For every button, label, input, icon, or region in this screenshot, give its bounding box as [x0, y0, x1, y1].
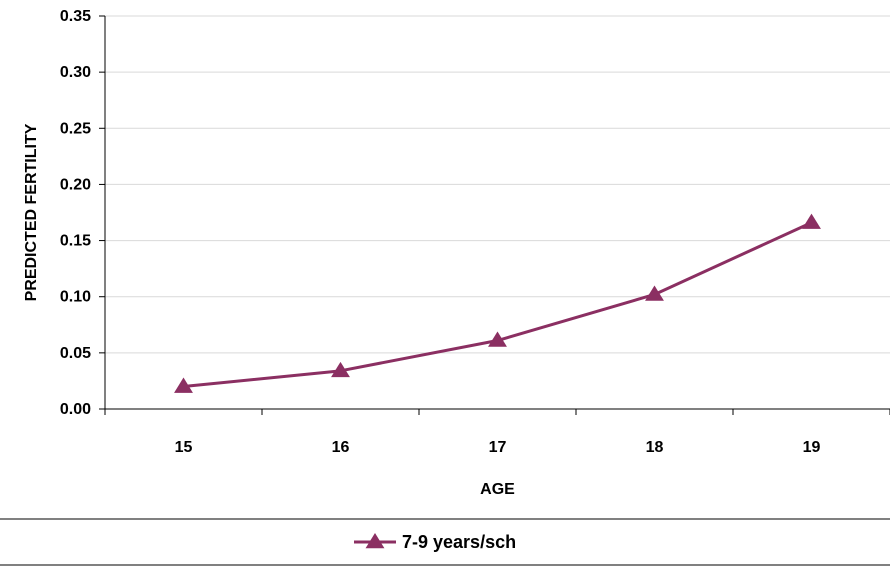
y-tick-label-0.05: 0.05: [60, 345, 91, 362]
y-tick-label-0.30: 0.30: [60, 64, 91, 81]
data-point-19: [802, 213, 821, 229]
y-tick-label-0.20: 0.20: [60, 176, 91, 193]
y-tick-labels: 0.00 0.05 0.10 0.15 0.20 0.25 0.30 0.35: [60, 8, 105, 418]
x-axis-label: AGE: [480, 481, 515, 498]
x-tick-label-17: 17: [489, 439, 507, 456]
data-point-15: [174, 377, 193, 393]
gridlines: [105, 15, 890, 354]
x-tick-labels: 15 16 17 18 19: [104, 409, 890, 456]
x-tick-label-18: 18: [646, 439, 664, 456]
y-axis-label: PREDICTED FERTILITY: [23, 123, 40, 301]
data-point-16: [331, 361, 350, 378]
data-point-17: [488, 331, 507, 347]
plot-area: [174, 213, 821, 393]
legend-entry-label: 7-9 years/sch: [402, 532, 516, 552]
y-tick-label-0.35: 0.35: [60, 8, 91, 25]
y-tick-label-0.00: 0.00: [60, 401, 91, 418]
x-tick-label-16: 16: [332, 439, 350, 456]
y-tick-label-0.25: 0.25: [60, 120, 91, 137]
legend: 7-9 years/sch: [0, 518, 890, 566]
axes: [104, 16, 890, 410]
x-tick-label-19: 19: [803, 439, 821, 456]
legend-triangle-marker: [365, 533, 385, 549]
y-tick-label-0.15: 0.15: [60, 233, 91, 250]
data-point-18: [645, 285, 664, 301]
y-tick-label-0.10: 0.10: [60, 289, 91, 306]
series-line: [183, 221, 813, 389]
x-tick-label-15: 15: [175, 439, 193, 456]
